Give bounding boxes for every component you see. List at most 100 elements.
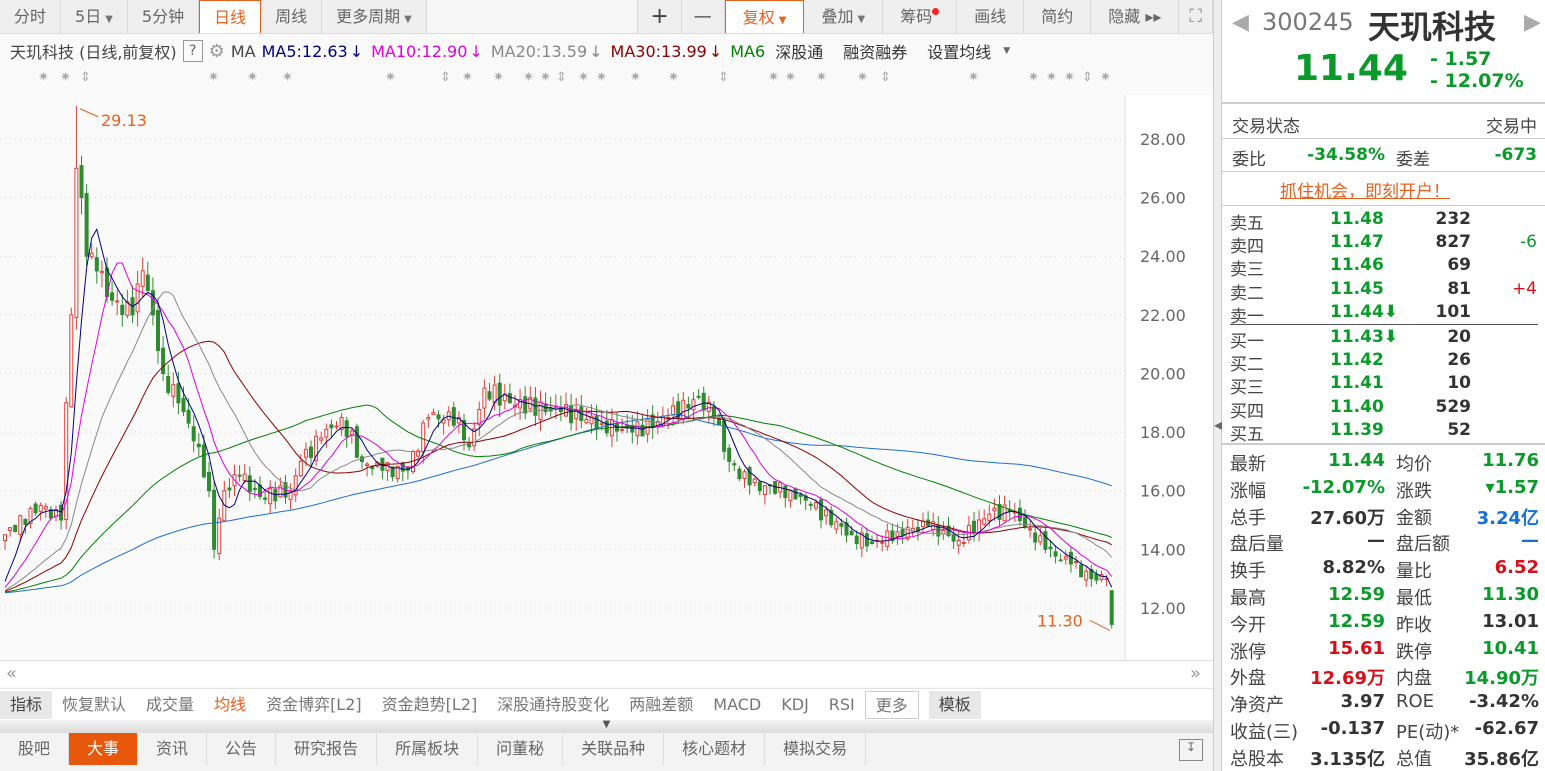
event-marker-icon[interactable]: ✷: [540, 70, 551, 85]
chart-scrollbar[interactable]: « »: [0, 660, 1213, 686]
event-marker-icon[interactable]: ✷: [247, 70, 258, 85]
info-tab-1[interactable]: 大事: [69, 733, 139, 765]
indicator-tab-12[interactable]: 模板: [928, 690, 981, 719]
tool-button-2[interactable]: 筹码: [883, 0, 958, 33]
fullscreen-icon[interactable]: ⛶: [1179, 0, 1213, 33]
event-marker-icon[interactable]: ✷: [596, 70, 607, 85]
event-marker-icon[interactable]: ✷: [816, 70, 827, 85]
indicator-tab-8[interactable]: MACD: [713, 694, 762, 714]
period-tab-5[interactable]: 更多周期 ▼: [322, 0, 427, 33]
bids-row[interactable]: 买二 11.42 26: [1222, 349, 1545, 375]
event-marker-icon[interactable]: ✷: [578, 70, 589, 85]
asks-row[interactable]: 卖一 11.44⬇ 101: [1222, 301, 1545, 327]
info-tab-3[interactable]: 公告: [207, 733, 277, 765]
bids-row[interactable]: 买五 11.39 52: [1222, 419, 1545, 445]
bids-row[interactable]: 买三 11.41 10: [1222, 372, 1545, 398]
event-marker-icon[interactable]: ✷: [630, 70, 641, 85]
event-marker-icon[interactable]: ✷: [282, 70, 293, 85]
period-tab-0[interactable]: 分时: [0, 0, 62, 33]
indicator-tab-9[interactable]: KDJ: [781, 694, 809, 714]
indicator-tab-4[interactable]: 资金博弈[L2]: [266, 694, 362, 714]
period-tab-2[interactable]: 5分钟: [127, 0, 200, 33]
settings-gear-icon[interactable]: ⚙: [208, 40, 225, 62]
prev-stock-icon[interactable]: ◀: [1232, 10, 1249, 35]
price-change: - 1.57: [1430, 48, 1492, 70]
indicator-tab-11[interactable]: 更多: [864, 690, 919, 719]
collapse-left-icon[interactable]: ◀: [1214, 418, 1224, 432]
event-marker-icon[interactable]: ✷: [668, 70, 679, 85]
event-marker-icon[interactable]: ✷: [38, 70, 49, 85]
event-marker-icon[interactable]: ✷: [1028, 70, 1039, 85]
event-marker-icon[interactable]: ✷: [523, 70, 534, 85]
event-marker-icon[interactable]: ✷: [493, 70, 504, 85]
asks-row[interactable]: 卖二 11.45 81 +4: [1222, 278, 1545, 304]
info-tab-2[interactable]: 资讯: [138, 733, 208, 765]
event-marker-icon[interactable]: ⇕: [440, 70, 451, 85]
side-panel-toggle[interactable]: ◀: [1213, 0, 1224, 771]
event-marker-icon[interactable]: ✷: [462, 70, 473, 85]
open-account-link[interactable]: 抓住机会，即刻开户！: [1280, 182, 1450, 202]
kline-chart[interactable]: 28.00 26.00 24.00 22.00 20.00 18.00 16.00 14.00…: [0, 95, 1213, 660]
event-marker-icon[interactable]: ⇕: [80, 70, 91, 85]
zoom-in-button[interactable]: +: [638, 0, 682, 33]
event-marker-icon[interactable]: ✷: [1064, 70, 1075, 85]
indicator-tab-5[interactable]: 资金趋势[L2]: [381, 694, 478, 714]
help-icon[interactable]: ?: [182, 40, 203, 62]
info-tab-9[interactable]: 模拟交易: [765, 733, 867, 765]
event-marker-icon[interactable]: ⇕: [880, 70, 891, 85]
order-price: 11.42: [1330, 350, 1384, 371]
bids-row[interactable]: 买一 11.43⬇ 20: [1222, 326, 1545, 352]
period-tab-4[interactable]: 周线: [261, 0, 323, 33]
event-marker-icon[interactable]: ✷: [60, 70, 71, 85]
info-tab-0[interactable]: 股吧: [0, 733, 70, 765]
indicator-tab-0[interactable]: 指标: [0, 690, 53, 719]
period-tab-1[interactable]: 5日 ▼: [61, 0, 128, 33]
tool-button-4[interactable]: 简约: [1024, 0, 1092, 33]
bids-row[interactable]: 买四 11.40 529: [1222, 396, 1545, 422]
legend-link-2[interactable]: 设置均线: [927, 43, 992, 62]
indicator-tab-2[interactable]: 成交量: [146, 694, 195, 714]
indicator-tab-3[interactable]: 均线: [214, 694, 247, 714]
event-marker-icon[interactable]: ✷: [385, 70, 396, 85]
period-tab-3[interactable]: 日线: [199, 0, 262, 33]
panel-splitter[interactable]: ▼: [0, 720, 1213, 732]
indicator-tab-6[interactable]: 深股通持股变化: [497, 694, 610, 714]
info-tab-7[interactable]: 关联品种: [563, 733, 665, 765]
event-marker-icon[interactable]: ✷: [1046, 70, 1057, 85]
next-stock-icon[interactable]: ▶: [1524, 10, 1541, 35]
candle-body: [3, 534, 7, 542]
event-marker-icon[interactable]: ✷: [968, 70, 979, 85]
scroll-right-icon[interactable]: »: [1190, 663, 1202, 684]
event-marker-icon[interactable]: ✷: [1100, 70, 1111, 85]
asks-row[interactable]: 卖四 11.47 827 -6: [1222, 231, 1545, 257]
info-tab-8[interactable]: 核心题材: [664, 733, 766, 765]
indicator-tab-7[interactable]: 两融差额: [629, 694, 694, 714]
event-marker-icon[interactable]: ⇕: [718, 70, 729, 85]
order-volume: 101: [1435, 301, 1472, 322]
download-icon[interactable]: ↧: [1179, 739, 1203, 761]
indicator-tab-1[interactable]: 恢复默认: [62, 694, 127, 714]
tool-button-3[interactable]: 画线: [957, 0, 1025, 33]
tool-button-5[interactable]: 隐藏 ▸▸: [1091, 0, 1180, 33]
event-marker-icon[interactable]: ✷: [208, 70, 219, 85]
scroll-left-icon[interactable]: «: [6, 663, 18, 684]
legend-link-0[interactable]: 深股通: [775, 43, 824, 62]
event-marker-icon[interactable]: ✷: [857, 70, 868, 85]
zoom-out-button[interactable]: —: [681, 0, 725, 33]
legend-link-1[interactable]: 融资融券: [843, 43, 908, 62]
event-marker-icon[interactable]: ⇕: [1082, 70, 1093, 85]
info-tab-5[interactable]: 所属板块: [377, 733, 479, 765]
collapse-down-icon[interactable]: ▼: [602, 719, 611, 730]
event-marker-icon[interactable]: ✷: [768, 70, 779, 85]
tool-button-1[interactable]: 叠加 ▼: [804, 0, 884, 33]
indicator-tab-10[interactable]: RSI: [828, 694, 855, 714]
info-tab-6[interactable]: 问董秘: [478, 733, 564, 765]
info-tab-4[interactable]: 研究报告: [276, 733, 378, 765]
tool-button-0[interactable]: 复权 ▼: [724, 0, 805, 33]
asks-row[interactable]: 卖三 11.46 69: [1222, 254, 1545, 280]
asks-row[interactable]: 卖五 11.48 232: [1222, 208, 1545, 234]
event-marker-icon[interactable]: ⇕: [556, 70, 567, 85]
event-marker-icon[interactable]: ✷: [785, 70, 796, 85]
stat-value: 8.82%: [1322, 557, 1385, 579]
candle-body: [135, 283, 140, 313]
